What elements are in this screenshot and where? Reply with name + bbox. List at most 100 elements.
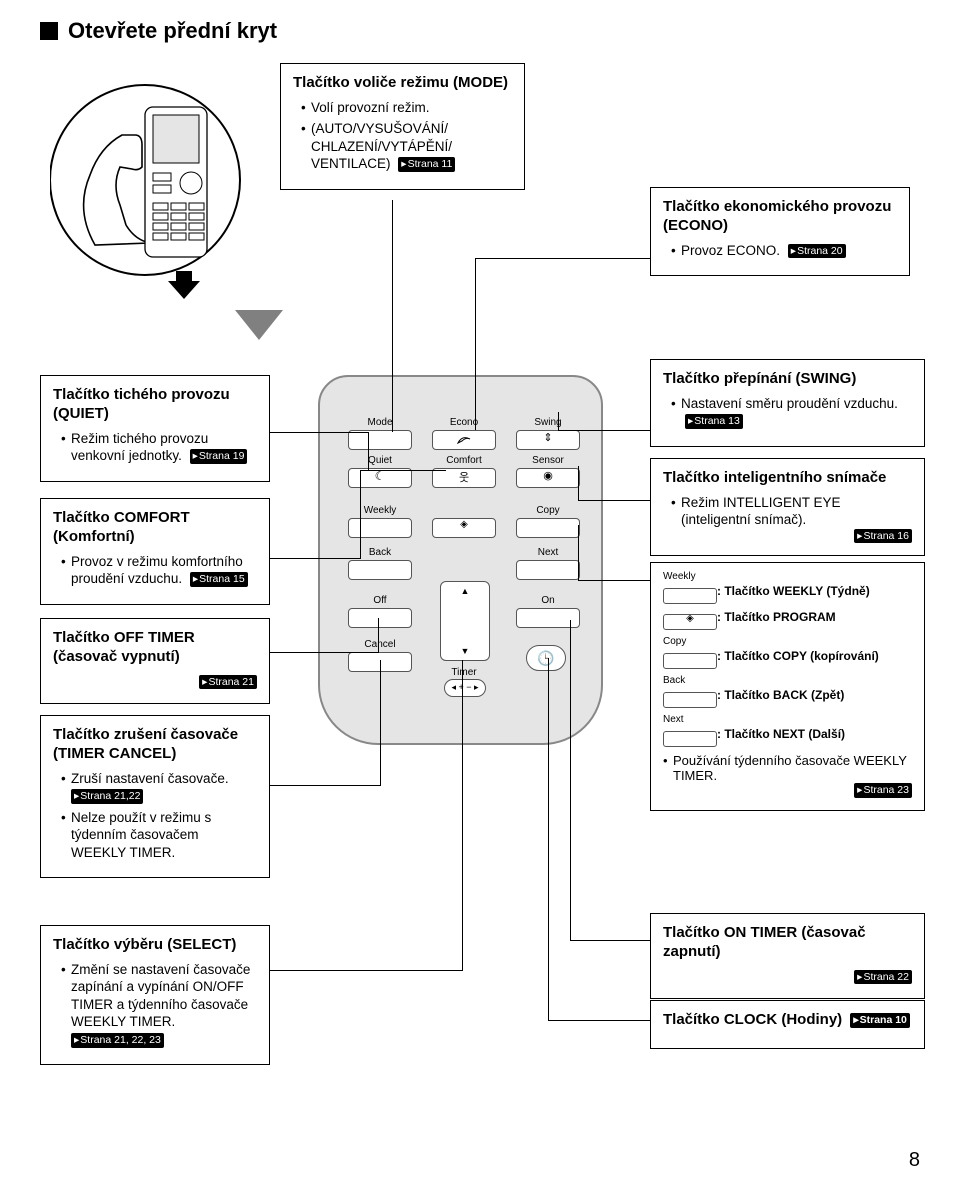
- callout-item: (AUTO/VYSUŠOVÁNÍ/ CHLAZENÍ/VYTÁPĚNÍ/ VEN…: [301, 120, 512, 173]
- off-button[interactable]: [348, 608, 412, 628]
- callout-item: Změní se nastavení časovače zapínání a v…: [61, 961, 257, 1049]
- leader-line: [360, 470, 361, 559]
- btn-label: Sensor: [516, 455, 580, 466]
- callout-item: Provoz ECONO. Strana 20: [671, 242, 897, 260]
- leader-line: [475, 258, 650, 259]
- callout-item: Režim tichého provozu venkovní jednotky.…: [61, 430, 257, 465]
- timer-adjust[interactable]: ◂ + − ▸: [444, 679, 486, 697]
- btn-label: On: [516, 595, 580, 606]
- callout-title: Tlačítko přepínání (SWING): [663, 370, 912, 389]
- page-ref: Strana 10: [850, 1013, 910, 1028]
- callout-item: Nelze použít v režimu s týdenním časovač…: [61, 809, 257, 862]
- leader-line: [558, 412, 559, 431]
- callout-title: Tlačítko tichého provozu (QUIET): [53, 386, 257, 424]
- btn-label: Cancel: [348, 639, 412, 650]
- callout-title: Tlačítko COMFORT (Komfortní): [53, 509, 257, 547]
- page-ref: Strana 16: [854, 529, 912, 544]
- page-ref: Strana 23: [854, 783, 912, 798]
- key-text: : Tlačítko WEEKLY (Týdně): [717, 584, 912, 599]
- select-dpad[interactable]: [440, 581, 490, 661]
- key-label: Back: [663, 675, 912, 686]
- sensor-button[interactable]: ◉: [516, 468, 580, 488]
- leader-line: [378, 618, 379, 653]
- leader-line: [392, 200, 393, 432]
- btn-label: Swing: [516, 417, 580, 428]
- callout-econo: Tlačítko ekonomického provozu (ECONO) Pr…: [650, 187, 910, 276]
- leader-line: [380, 660, 381, 786]
- leader-line: [548, 658, 549, 1021]
- leader-line: [558, 430, 650, 431]
- callout-clock: Tlačítko CLOCK (Hodiny) Strana 10: [650, 1000, 925, 1049]
- leader-line: [462, 660, 463, 971]
- clock-icon: 🕒: [537, 650, 554, 666]
- callout-title: Tlačítko voliče režimu (MODE): [293, 74, 512, 93]
- callout-mode: Tlačítko voliče režimu (MODE) Volí provo…: [280, 63, 525, 190]
- leader-line: [270, 558, 360, 559]
- callout-title: Tlačítko OFF TIMER (časovač vypnutí): [53, 629, 257, 667]
- callout-quiet: Tlačítko tichého provozu (QUIET) Režim t…: [40, 375, 270, 482]
- btn-label: Econo: [432, 417, 496, 428]
- leader-line: [548, 1020, 650, 1021]
- leader-line: [475, 258, 476, 430]
- callout-item: Zruší nastavení časovače.Strana 21,22: [61, 770, 257, 805]
- callout-title: Tlačítko ekonomického provozu (ECONO): [663, 198, 897, 236]
- econo-button[interactable]: [432, 430, 496, 450]
- key-icon: [663, 731, 717, 747]
- key-icon: [663, 692, 717, 708]
- callout-ontimer: Tlačítko ON TIMER (časovač zapnutí) Stra…: [650, 913, 925, 999]
- program-button[interactable]: ◈: [432, 518, 496, 538]
- callout-item: Volí provozní režim.: [301, 99, 512, 117]
- key-text: : Tlačítko PROGRAM: [717, 610, 912, 625]
- callout-item: Používání týdenního časovače WEEKLY TIME…: [663, 753, 912, 783]
- btn-label: Timer: [432, 667, 496, 678]
- page-ref: Strana 22: [854, 970, 912, 985]
- key-icon: [663, 588, 717, 604]
- btn-label: Copy: [516, 505, 580, 516]
- sensor-icon: ◉: [543, 470, 553, 482]
- copy-button[interactable]: [516, 518, 580, 538]
- page-ref: Strana 13: [685, 414, 743, 429]
- next-button[interactable]: [516, 560, 580, 580]
- callout-title: Tlačítko zrušení časovače (TIMER CANCEL): [53, 726, 257, 764]
- weekly-button[interactable]: [348, 518, 412, 538]
- leader-line: [270, 785, 380, 786]
- btn-label: Next: [516, 547, 580, 558]
- callout-title: Tlačítko inteligentního snímače: [663, 469, 912, 488]
- callout-comfort: Tlačítko COMFORT (Komfortní) Provoz v re…: [40, 498, 270, 605]
- key-label: Next: [663, 714, 912, 725]
- btn-label: Off: [348, 595, 412, 606]
- callout-item: Režim INTELLIGENT EYE (inteligentní sním…: [671, 494, 912, 529]
- back-button[interactable]: [348, 560, 412, 580]
- callout-swing: Tlačítko přepínání (SWING) Nastavení smě…: [650, 359, 925, 447]
- leader-line: [570, 940, 650, 941]
- key-text: : Tlačítko BACK (Zpět): [717, 688, 912, 703]
- page-ref: Strana 21, 22, 23: [71, 1033, 164, 1048]
- clock-button[interactable]: 🕒: [526, 645, 566, 671]
- leader-line: [578, 580, 650, 581]
- callout-item: Provoz v režimu komfortního proudění vzd…: [61, 553, 257, 588]
- leader-line: [270, 970, 462, 971]
- page-ref: Strana 21,22: [71, 789, 143, 804]
- key-icon: ◈: [663, 614, 717, 630]
- key-text: : Tlačítko NEXT (Další): [717, 727, 912, 742]
- leader-line: [578, 525, 579, 581]
- swing-button[interactable]: ⇕: [516, 430, 580, 450]
- callout-title: Tlačítko CLOCK (Hodiny) Strana 10: [663, 1011, 912, 1030]
- leader-line: [578, 500, 650, 501]
- callout-item: Nastavení směru proudění vzduchu. Strana…: [671, 395, 912, 430]
- page-ref: Strana 21: [199, 675, 257, 690]
- leader-line: [578, 466, 579, 501]
- arrow-down-icon: [235, 310, 283, 340]
- page-ref: Strana 19: [190, 449, 248, 464]
- key-label: Copy: [663, 636, 912, 647]
- btn-label: Weekly: [348, 505, 412, 516]
- key-text: : Tlačítko COPY (kopírování): [717, 649, 912, 664]
- leader-line: [270, 652, 378, 653]
- btn-label: Quiet: [348, 455, 412, 466]
- callout-weekly: Weekly : Tlačítko WEEKLY (Týdně) ◈ : Tla…: [650, 562, 925, 811]
- key-label: Weekly: [663, 571, 912, 582]
- callout-title: Tlačítko ON TIMER (časovač zapnutí): [663, 924, 912, 962]
- callout-sensor: Tlačítko inteligentního snímače Režim IN…: [650, 458, 925, 556]
- callout-title: Tlačítko výběru (SELECT): [53, 936, 257, 955]
- person-icon: 웃: [459, 472, 469, 484]
